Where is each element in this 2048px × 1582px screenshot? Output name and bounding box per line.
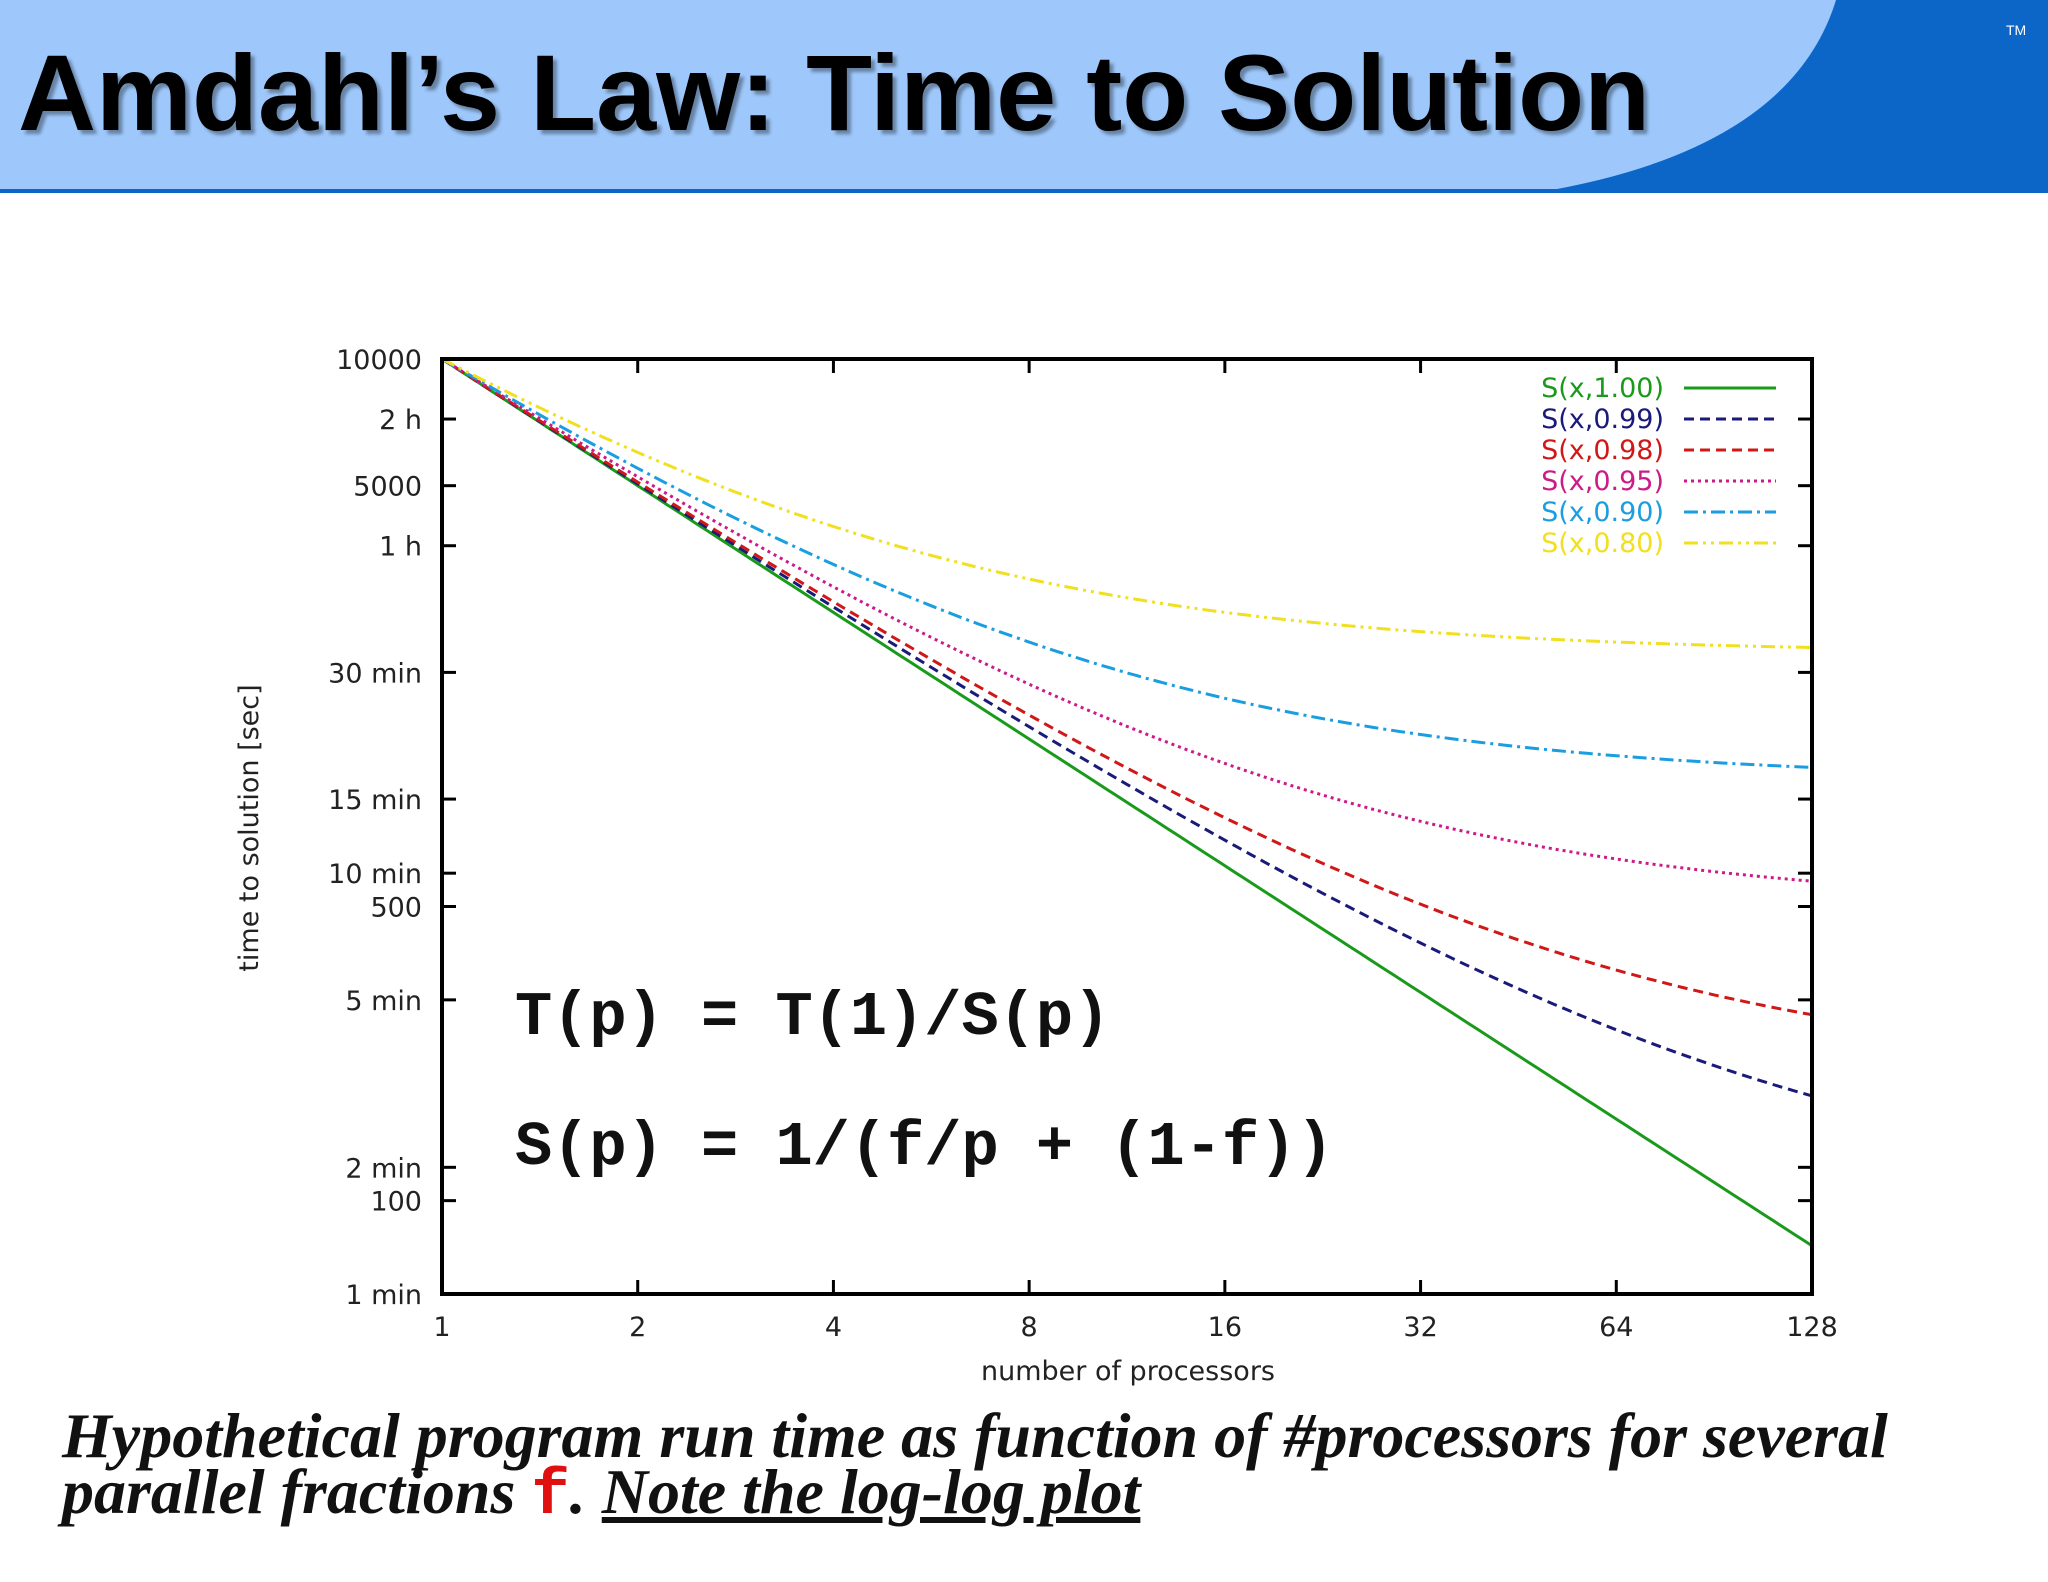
plot-frame [440,357,1814,1296]
series-line-s-x-0-90 [441,357,1813,769]
legend: S(x,1.00)S(x,0.99)S(x,0.98)S(x,0.95)S(x,… [1541,373,1776,559]
legend-label: S(x,0.98) [1541,435,1664,466]
y-tick-label: 100 [370,1187,422,1218]
series-line-s-x-1-00 [441,357,1813,1248]
x-tick-label: 8 [1021,1312,1038,1343]
legend-label: S(x,0.95) [1541,466,1664,497]
formula-time: T(p) = T(1)/S(p) [515,982,1111,1053]
trademark-mark: TM [2006,22,2027,38]
legend-label: S(x,0.90) [1541,497,1664,528]
x-axis-label: number of processors [981,1356,1275,1387]
x-tick-label: 16 [1208,1312,1242,1343]
series-line-s-x-0-80 [441,357,1813,649]
series-line-s-x-0-99 [441,357,1813,1098]
y-tick-label: 2 h [379,405,422,436]
x-tick-label: 128 [1786,1312,1838,1343]
header-bottom-rule [0,189,2048,193]
y-tick-label: 30 min [328,658,422,689]
x-tick-label: 32 [1403,1312,1437,1343]
legend-label: S(x,0.99) [1541,404,1664,435]
x-tick-label: 2 [629,1312,646,1343]
y-tick-label: 2 min [345,1153,422,1184]
x-tick-label: 4 [825,1312,842,1343]
caption-note: Note the log-log plot [601,1456,1141,1527]
series-line-s-x-0-95 [441,357,1813,883]
caption-variable-f: f [531,1461,570,1533]
caption-separator: . [569,1456,602,1527]
slide-title: Amdahl’s Law: Time to Solution [18,32,1651,153]
y-tick-label: 5 min [345,986,422,1017]
y-tick-label: 10000 [336,345,422,376]
y-tick-label: 1 h [379,532,422,563]
y-tick-label: 15 min [328,785,422,816]
series-layer [441,357,1813,1248]
legend-label: S(x,0.80) [1541,528,1664,559]
caption-main: Hypothetical program run time as functio… [62,1400,1888,1527]
tick-layer: 1 2 4 8 16 32 64 128 10000 2 h 5000 1 h 30 min 15 min… [328,345,1838,1343]
x-tick-label: 1 [433,1312,450,1343]
legend-label: S(x,1.00) [1541,373,1664,404]
header-bar [0,0,2048,193]
formula-speedup: S(p) = 1/(f/p + (1-f)) [515,1112,1334,1183]
y-axis-label: time to solution [sec] [234,684,265,971]
y-tick-label: 10 min [328,859,422,890]
slide-caption: Hypothetical program run time as functio… [62,1404,2022,1530]
y-tick-label: 5000 [353,472,422,503]
x-tick-label: 64 [1599,1312,1633,1343]
header-dark-swoosh [1540,0,2048,192]
y-tick-label: 500 [370,893,422,924]
y-tick-label: 1 min [345,1280,422,1311]
